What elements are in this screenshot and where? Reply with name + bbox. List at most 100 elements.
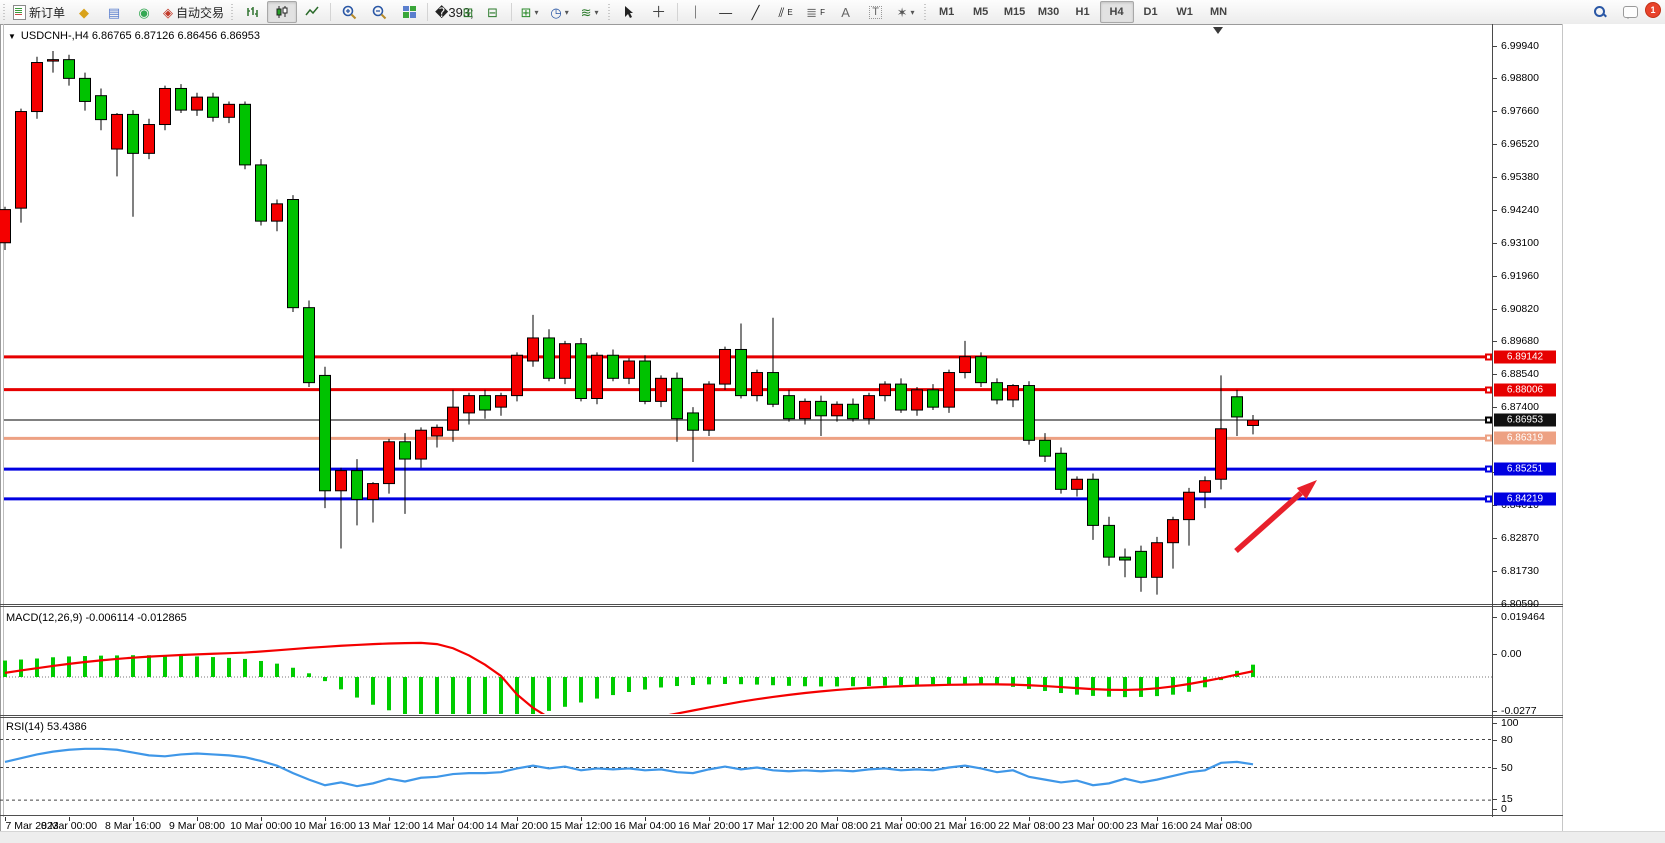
- hline-anchor[interactable]: [1485, 416, 1492, 424]
- price-tick-label: 6.87400: [1501, 401, 1539, 414]
- time-tick-label: 21 Mar 16:00: [934, 820, 996, 832]
- hline-anchor[interactable]: [1485, 434, 1492, 442]
- time-tick-label: 14 Mar 04:00: [422, 820, 484, 832]
- price-tick: [1492, 654, 1497, 655]
- vertical-line-icon: ｜: [689, 4, 703, 20]
- charts-window-icon: ▤: [107, 4, 121, 20]
- auto-trading-icon: ◈: [163, 4, 174, 20]
- pane-separator[interactable]: [0, 604, 1563, 605]
- line-chart-button[interactable]: [297, 1, 327, 23]
- pane-separator[interactable]: [0, 717, 1563, 718]
- signal-icon: ◉: [138, 4, 150, 20]
- channel-label: E: [787, 7, 793, 17]
- time-tick-label: 13 Mar 12:00: [358, 820, 420, 832]
- bar-chart-button[interactable]: [237, 1, 267, 23]
- line-chart-icon: [305, 6, 319, 16]
- label-icon: T: [869, 5, 882, 19]
- price-tick-label: 80: [1501, 734, 1513, 746]
- text-icon: A: [841, 4, 850, 20]
- price-tick: [1492, 374, 1497, 376]
- main-toolbar: 新订单 ◆ ▤ ◉ ◈ 自动交易 �393; ⊞ ⊟ ⊞ ▾ ◷ ▾ ≋ ▾ ＋ ｜ —…: [0, 0, 1665, 25]
- macd-pane-canvas[interactable]: [0, 608, 1492, 714]
- price-tick: [1492, 144, 1497, 146]
- hline-anchor[interactable]: [1485, 465, 1492, 473]
- indicators-button[interactable]: ≋ ▾: [575, 1, 605, 23]
- charts-window-button[interactable]: ▤: [99, 1, 129, 23]
- price-tick-label: 6.90820: [1501, 302, 1539, 315]
- zoom-in-button[interactable]: [334, 1, 364, 23]
- chart-shift-button[interactable]: ⊟: [478, 1, 508, 23]
- search-icon: [1593, 5, 1607, 19]
- timeframe-D1[interactable]: D1: [1143, 6, 1158, 18]
- trendline-tool[interactable]: ╱: [741, 1, 771, 23]
- time-tick: [709, 817, 710, 821]
- timeframe-W1[interactable]: W1: [1176, 6, 1193, 18]
- hline-price-tag: 6.89142: [1494, 350, 1556, 364]
- price-axis-line: [1492, 24, 1493, 817]
- hline-anchor[interactable]: [1485, 353, 1492, 361]
- search-button[interactable]: [1585, 1, 1615, 23]
- chart-shift-marker[interactable]: [1213, 27, 1223, 34]
- hline-anchor[interactable]: [1485, 495, 1492, 503]
- gold-button[interactable]: ◆: [69, 1, 99, 23]
- vertical-line-tool[interactable]: ｜: [681, 1, 711, 23]
- auto-trading-button[interactable]: ◈ 自动交易: [159, 1, 228, 23]
- chart-shift-icon: ⊟: [487, 4, 499, 20]
- zoom-out-button[interactable]: [364, 1, 394, 23]
- label-tool[interactable]: T: [861, 1, 891, 23]
- time-tick-label: 14 Mar 20:00: [486, 820, 548, 832]
- fibo-label: F: [820, 7, 825, 17]
- price-tick-label: 6.81730: [1501, 564, 1539, 577]
- period-button[interactable]: ◷ ▾: [545, 1, 575, 23]
- pane-separator[interactable]: [0, 606, 1563, 607]
- arrows-icon: ✶: [896, 4, 908, 20]
- price-tick-label: 100: [1501, 717, 1519, 729]
- candlestick-chart-button[interactable]: [267, 1, 298, 23]
- text-tool[interactable]: A: [831, 1, 861, 23]
- price-tick: [1492, 504, 1497, 506]
- time-tick: [69, 817, 70, 821]
- auto-scroll-button[interactable]: �393; ⊞: [431, 1, 478, 23]
- timeframe-MN[interactable]: MN: [1210, 6, 1228, 18]
- trendline-icon: ╱: [751, 4, 760, 20]
- hline-price-tag: 6.86953: [1494, 413, 1556, 427]
- tile-windows-button[interactable]: [394, 1, 424, 23]
- new-order-button[interactable]: 新订单: [9, 1, 69, 23]
- timeframe-M1[interactable]: M1: [938, 6, 955, 18]
- horizontal-scrollbar[interactable]: [0, 831, 1665, 843]
- toolbar-separator: [676, 3, 678, 21]
- main-chart-canvas[interactable]: [0, 24, 1492, 604]
- channel-tool[interactable]: ⫽ E: [771, 1, 801, 23]
- time-axis[interactable]: 7 Mar 2023 8 Mar 00:00 8 Mar 16:00 9 Mar 08…: [0, 817, 1563, 832]
- new-chart-button[interactable]: ⊞ ▾: [515, 1, 545, 23]
- notifications-button[interactable]: [1615, 1, 1645, 23]
- signal-button[interactable]: ◉: [129, 1, 159, 23]
- time-tick-label: 21 Mar 00:00: [870, 820, 932, 832]
- toolbar-grip: [922, 4, 928, 20]
- rsi-pane-canvas[interactable]: [0, 718, 1492, 815]
- arrows-tool[interactable]: ✶ ▾: [891, 1, 921, 23]
- time-tick-label: 23 Mar 16:00: [1126, 820, 1188, 832]
- timeframe-M5[interactable]: M5: [972, 6, 989, 18]
- gold-icon: ◆: [79, 4, 90, 20]
- time-tick: [1029, 817, 1030, 821]
- cursor-tool-button[interactable]: [614, 1, 644, 23]
- horizontal-line-tool[interactable]: —: [711, 1, 741, 23]
- pane-separator[interactable]: [0, 715, 1563, 716]
- timeframe-M30[interactable]: M30: [1037, 6, 1060, 18]
- price-tick-label: -0.0277: [1501, 705, 1537, 717]
- chevron-down-icon[interactable]: ▼: [8, 31, 16, 41]
- notification-badge[interactable]: 1: [1645, 2, 1661, 18]
- price-tick: [1492, 341, 1497, 343]
- fibonacci-tool[interactable]: ≣ F: [801, 1, 831, 23]
- chevron-down-icon: ▾: [594, 7, 599, 17]
- timeframe-H1[interactable]: H1: [1075, 6, 1090, 18]
- crosshair-tool-button[interactable]: ＋: [644, 1, 674, 23]
- price-tick: [1492, 537, 1497, 539]
- timeframe-M15[interactable]: M15: [1003, 6, 1026, 18]
- price-axis[interactable]: 6.99940 6.98800 6.97660 6.96520 6.95380 6.942…: [1485, 24, 1563, 817]
- price-tick-label: 6.82870: [1501, 531, 1539, 544]
- price-tick-label: 6.93100: [1501, 236, 1539, 249]
- timeframe-H4[interactable]: H4: [1099, 1, 1134, 23]
- hline-anchor[interactable]: [1485, 386, 1492, 394]
